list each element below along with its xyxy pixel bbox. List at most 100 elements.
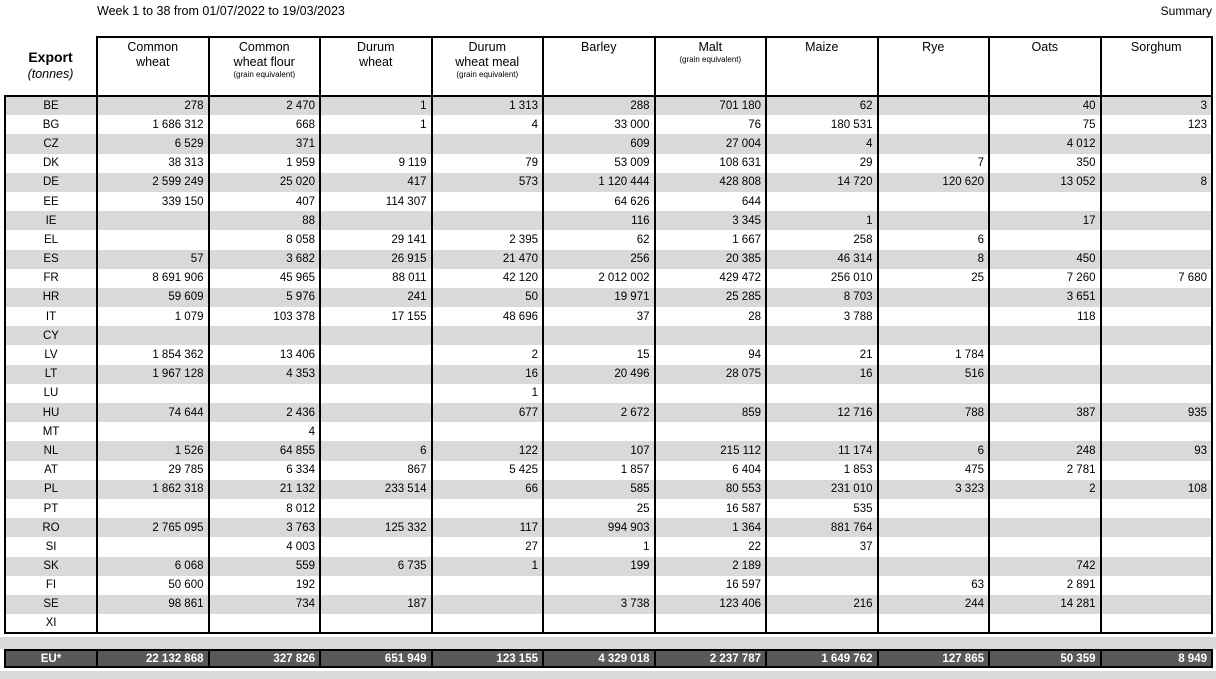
value-cell: [96, 383, 209, 403]
value-cell: [876, 537, 989, 557]
value-cell: 6: [876, 441, 989, 461]
value-cell: 118: [988, 307, 1101, 327]
country-code: LV: [44, 349, 58, 362]
value-cell: [876, 326, 989, 346]
table-body: BE 278 2 470 1 1 313 288 701 180 62 40 3 BG 1 686 3…: [5, 96, 1212, 634]
value-cell: 114 307: [319, 191, 432, 212]
country-code: XI: [45, 617, 57, 630]
value-cell: 79: [430, 153, 543, 173]
value-cell: [1099, 575, 1212, 595]
separator-band-lower: [0, 671, 1216, 679]
table-row: SE 98 861 734 187 3 738 123 406 216 244 14 281: [5, 594, 1212, 615]
value-cell: 37: [542, 307, 655, 327]
value-cell: 19 971: [542, 287, 655, 308]
value-cell: 4: [765, 134, 878, 154]
grain-equivalent-note: (grain equivalent): [456, 70, 519, 79]
value-cell: 93: [1099, 441, 1212, 461]
value-cell: 8 058: [207, 230, 320, 250]
column-header: Rye: [876, 36, 990, 97]
value-cell: 8: [1099, 172, 1212, 192]
value-cell: 4 353: [207, 364, 320, 384]
value-cell: [430, 575, 543, 595]
value-cell: 62: [765, 96, 878, 116]
value-cell: 42 120: [430, 268, 543, 288]
value-cell: [653, 614, 766, 634]
value-cell: 6: [876, 230, 989, 250]
value-cell: [542, 383, 655, 403]
report-period-title: Week 1 to 38 from 01/07/2022 to 19/03/20…: [97, 4, 345, 18]
eu-total-value: 651 949: [319, 649, 433, 668]
value-cell: 40: [988, 96, 1101, 116]
value-cell: 21 470: [430, 249, 543, 269]
value-cell: [1099, 211, 1212, 231]
value-cell: 1 526: [96, 441, 209, 461]
value-cell: 407: [207, 191, 320, 212]
value-cell: [319, 364, 432, 384]
table-row: AT 29 785 6 334 867 5 425 1 857 6 404 1 853 475 2…: [5, 460, 1212, 480]
value-cell: [988, 537, 1101, 557]
table-row: PL 1 862 318 21 132 233 514 66 585 80 553 231 0…: [5, 479, 1212, 499]
value-cell: 28: [653, 307, 766, 327]
value-cell: 8 012: [207, 498, 320, 519]
value-cell: [765, 556, 878, 576]
value-cell: 788: [876, 403, 989, 423]
value-cell: 5 425: [430, 460, 543, 480]
value-cell: 12 716: [765, 403, 878, 423]
value-cell: 1: [765, 211, 878, 231]
value-cell: [876, 115, 989, 135]
export-table: Export (tonnes) Common wheat Common wheat f…: [4, 36, 1213, 634]
value-cell: 108: [1099, 479, 1212, 499]
value-cell: [876, 518, 989, 538]
value-cell: [1099, 537, 1212, 557]
value-cell: 350: [988, 153, 1101, 173]
value-cell: 122: [430, 441, 543, 461]
country-code: FR: [43, 272, 59, 285]
value-cell: 50: [430, 287, 543, 308]
country-code: AT: [44, 464, 58, 477]
table-row: SI 4 003 27 1 22 37: [5, 537, 1212, 557]
value-cell: [1099, 594, 1212, 615]
value-cell: 88: [207, 211, 320, 231]
value-cell: 16: [765, 364, 878, 384]
value-cell: [653, 326, 766, 346]
value-cell: 1 853: [765, 460, 878, 480]
value-cell: [430, 614, 543, 634]
value-cell: 429 472: [653, 268, 766, 288]
eu-total-table: EU* 22 132 868 327 826 651 949 123 155 4 329 …: [4, 649, 1213, 668]
value-cell: 17: [988, 211, 1101, 231]
value-cell: 4 012: [988, 134, 1101, 154]
value-cell: 45 965: [207, 268, 320, 288]
value-cell: 13 406: [207, 345, 320, 365]
value-cell: [1099, 556, 1212, 576]
value-cell: 6: [319, 441, 432, 461]
value-cell: 20 385: [653, 249, 766, 269]
value-cell: 4 003: [207, 537, 320, 557]
value-cell: 27 004: [653, 134, 766, 154]
value-cell: 59 609: [96, 287, 209, 308]
value-cell: [876, 134, 989, 154]
value-cell: 8: [876, 249, 989, 269]
value-cell: 74 644: [96, 403, 209, 423]
value-cell: 66: [430, 479, 543, 499]
country-code: ES: [43, 253, 59, 266]
value-cell: 233 514: [319, 479, 432, 499]
table-row: HR 59 609 5 976 241 50 19 971 25 285 8 703 3 651: [5, 287, 1212, 308]
country-code: BE: [43, 100, 59, 113]
value-cell: 29 785: [96, 460, 209, 480]
value-cell: 244: [876, 594, 989, 615]
value-cell: 417: [319, 172, 432, 192]
country-code: HR: [42, 291, 60, 304]
table-row: BE 278 2 470 1 1 313 288 701 180 62 40 3: [5, 96, 1212, 116]
value-cell: [765, 614, 878, 634]
value-cell: 3 651: [988, 287, 1101, 308]
value-cell: 8 691 906: [96, 268, 209, 288]
value-cell: 2 672: [542, 403, 655, 423]
value-cell: 125 332: [319, 518, 432, 538]
grain-equivalent-note: (grain equivalent): [679, 55, 742, 64]
value-cell: 7 680: [1099, 268, 1212, 288]
value-cell: 881 764: [765, 518, 878, 538]
value-cell: 9 119: [319, 153, 432, 173]
country-code: NL: [43, 444, 59, 457]
value-cell: 1 857: [542, 460, 655, 480]
table-row: XI: [5, 614, 1212, 634]
